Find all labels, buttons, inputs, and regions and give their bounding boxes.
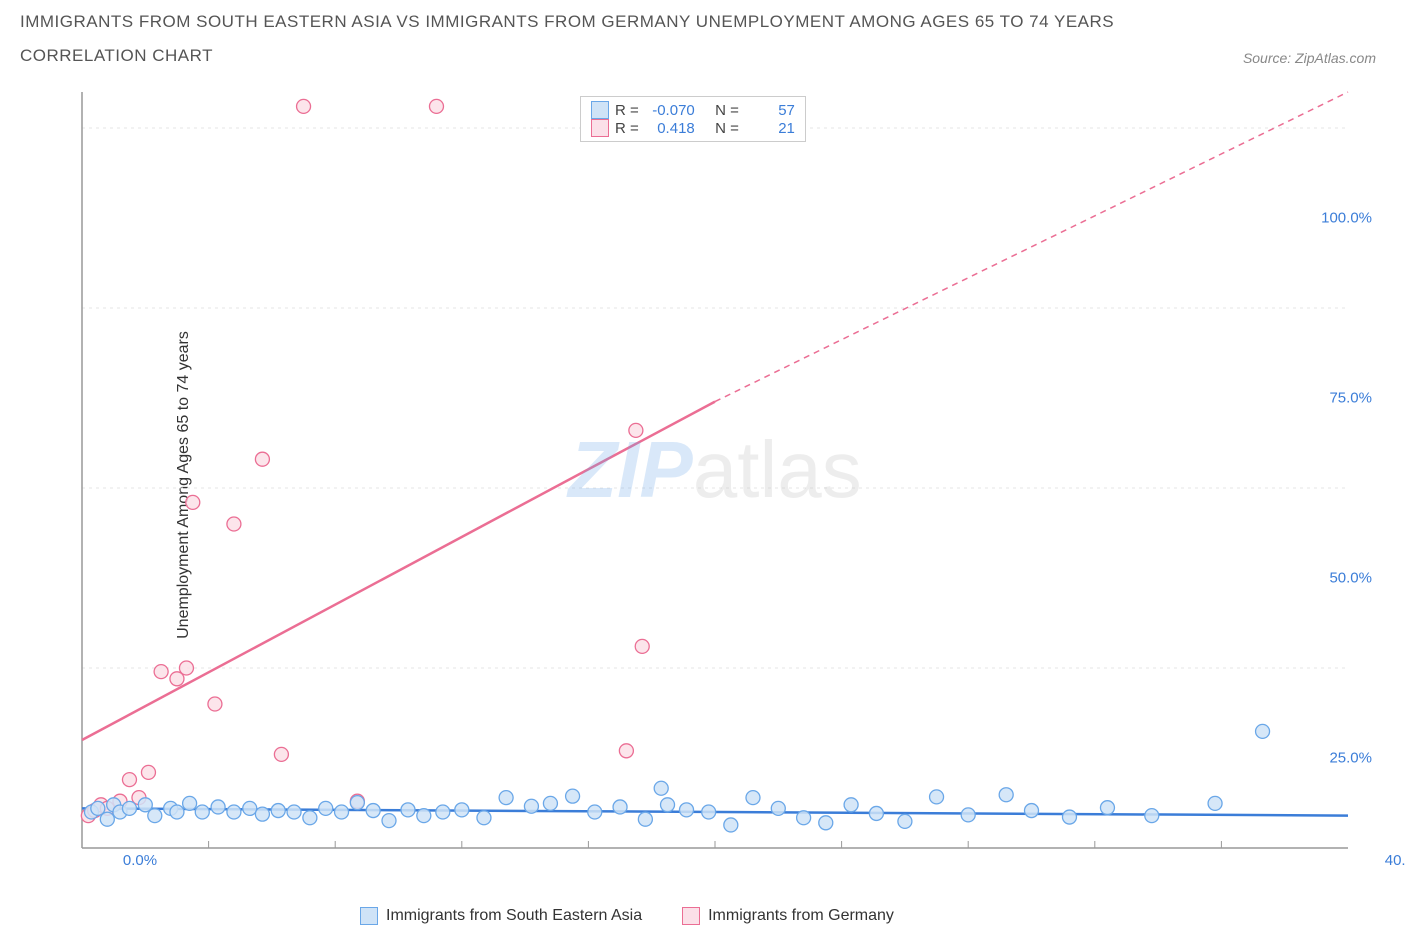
chart-title-line2: CORRELATION CHART [20,46,1386,66]
stats-row-series2: R = 0.418 N = 21 [591,119,795,137]
legend-item-series2: Immigrants from Germany [682,907,894,925]
y-tick-label: 100.0% [1321,210,1372,227]
plot-area: ZIPatlas R = -0.070 N = 57 R = 0.418 N =… [80,90,1350,850]
swatch-series1 [591,101,609,119]
scatter-plot-svg [80,90,1350,850]
x-tick-label: 40.0% [1385,852,1406,869]
stats-legend: R = -0.070 N = 57 R = 0.418 N = 21 [580,96,806,142]
y-tick-labels: 25.0% 50.0% 75.0% 100.0% [1302,180,1372,940]
swatch-series2-bottom [682,907,700,925]
swatch-series1-bottom [360,907,378,925]
chart-container: Unemployment Among Ages 65 to 74 years Z… [58,90,1378,880]
bottom-legend: Immigrants from South Eastern Asia Immig… [360,907,894,925]
y-tick-label: 50.0% [1329,570,1372,587]
y-tick-label: 75.0% [1329,390,1372,407]
legend-item-series1: Immigrants from South Eastern Asia [360,907,642,925]
y-tick-label: 25.0% [1329,750,1372,767]
stats-row-series1: R = -0.070 N = 57 [591,101,795,119]
x-tick-label: 0.0% [123,852,157,869]
chart-title-line1: IMMIGRANTS FROM SOUTH EASTERN ASIA VS IM… [20,12,1386,32]
swatch-series2 [591,119,609,137]
x-tick-labels: 0.0%40.0% [138,852,1406,882]
source-attribution: Source: ZipAtlas.com [1243,50,1376,66]
